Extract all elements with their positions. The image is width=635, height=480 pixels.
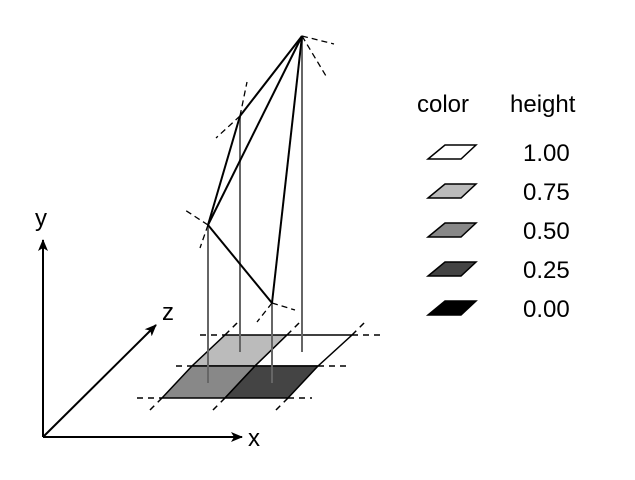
z-axis bbox=[42, 324, 157, 438]
legend-color-header: color bbox=[417, 91, 469, 118]
grid-extensions bbox=[137, 319, 383, 413]
legend-height-value: 0.00 bbox=[523, 296, 570, 323]
legend-height-header: height bbox=[510, 91, 576, 118]
legend-swatch bbox=[425, 183, 478, 199]
legend-swatch bbox=[425, 261, 478, 277]
legend-swatch bbox=[425, 144, 478, 160]
tangent-dashes bbox=[184, 35, 335, 323]
legend-swatch bbox=[425, 300, 478, 316]
height-posts bbox=[207, 36, 303, 383]
surface-edges bbox=[207, 35, 303, 304]
legend-swatch bbox=[425, 222, 478, 238]
legend-height-value: 1.00 bbox=[523, 140, 570, 167]
legend-items: 1.00 0.75 0.50 0.25 0.00 bbox=[425, 140, 570, 323]
y-axis-label: y bbox=[35, 205, 47, 232]
legend-height-value: 0.50 bbox=[523, 218, 570, 245]
legend-height-value: 0.75 bbox=[523, 179, 570, 206]
z-axis-label: z bbox=[162, 299, 174, 326]
legend-height-value: 0.25 bbox=[523, 257, 570, 284]
x-axis-label: x bbox=[248, 425, 260, 452]
